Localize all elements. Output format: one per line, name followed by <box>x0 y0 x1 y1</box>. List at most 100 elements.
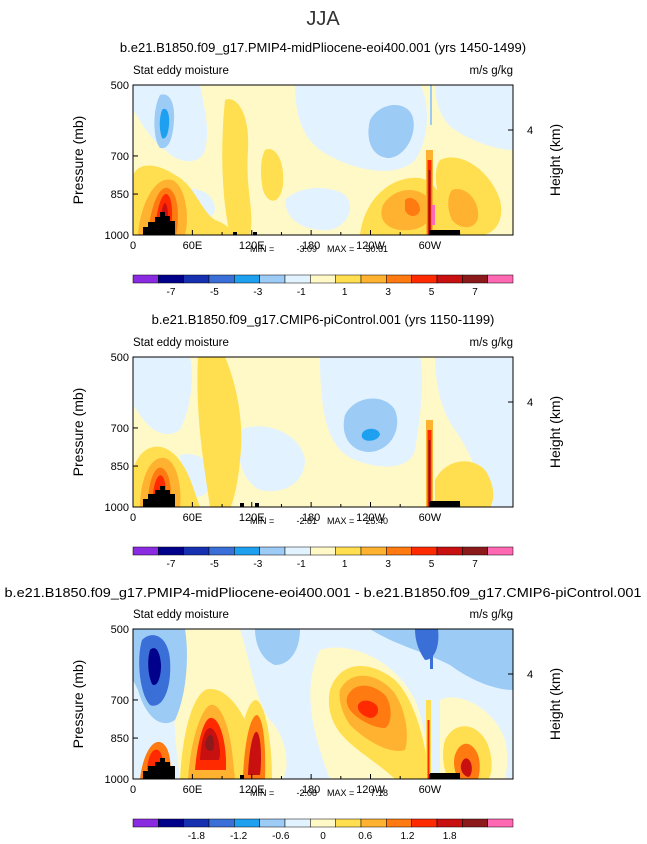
colorbar-box <box>487 818 514 828</box>
panel-1-frame <box>132 84 514 236</box>
y-tick-label: 700 <box>111 423 129 435</box>
colorbar-box <box>411 274 438 284</box>
panel-1-positive-region <box>405 198 420 216</box>
x-tick-label: 60W <box>419 784 442 796</box>
colorbar-box <box>335 274 362 284</box>
colorbar-box <box>436 274 463 284</box>
panel-1-negative-region <box>435 85 513 150</box>
panel-1-negative-region <box>368 104 414 158</box>
panel-2-positive-region <box>435 461 494 507</box>
colorbar-box <box>360 274 387 284</box>
panel-3-right-string: m/s g/kg <box>470 609 513 621</box>
y-right-tick-label: 4 <box>527 669 533 681</box>
panel-1-contour-field <box>133 85 513 235</box>
colorbar-box <box>284 818 311 828</box>
panel-2-contour-field <box>133 357 513 507</box>
panel-2-negative-region <box>435 357 513 507</box>
colorbar-box <box>208 274 235 284</box>
colorbar-box <box>234 274 260 284</box>
colorbar-box <box>360 546 387 556</box>
panel-2-frame <box>132 356 514 508</box>
panel-2-negative-region <box>343 398 398 452</box>
colorbar-box <box>158 274 184 284</box>
panel-2-max-label: MAX = <box>327 516 354 526</box>
x-tick-label: 180 <box>302 240 320 252</box>
panel-2-min-label: MIN = <box>250 516 274 526</box>
y-tick-label: 700 <box>111 151 129 163</box>
colorbar-label: -5 <box>210 559 219 570</box>
panel-1-min-value: -3.09 <box>296 244 317 254</box>
panel-3-ylabel: Pressure (mb) <box>70 660 86 749</box>
colorbar-box <box>284 546 311 556</box>
colorbar-box <box>284 274 311 284</box>
panel-3-negative-region <box>255 629 300 665</box>
panel-3-axes: 0 60E 120E 180 120W 60W 500 700 850 1000 4 <box>105 624 534 796</box>
colorbar-label: 7 <box>472 559 478 570</box>
colorbar-box <box>487 546 514 556</box>
colorbar-box <box>487 274 514 284</box>
colorbar-box <box>386 274 412 284</box>
panel-2-positive-region <box>197 357 242 507</box>
panel-2-negative-region <box>133 357 192 435</box>
colorbar-box <box>310 274 336 284</box>
panel-2-colorbar: -7 -5 -3 -1 1 3 5 7 <box>132 546 514 570</box>
panel-2-topography <box>240 503 244 507</box>
colorbar-box <box>436 818 463 828</box>
x-tick-label: 60W <box>419 240 442 252</box>
x-tick-label: 120E <box>239 512 265 524</box>
colorbar-label: -3 <box>253 287 262 298</box>
panel-3-topography <box>430 773 460 779</box>
y-tick-label: 1000 <box>105 774 129 786</box>
panel-3-title: b.e21.B1850.f09_g17.PMIP4-midPliocene-eo… <box>5 585 642 600</box>
colorbar-box <box>436 546 463 556</box>
panel-3-andes-streak <box>427 720 430 779</box>
colorbar-label: -1.8 <box>188 831 206 842</box>
panel-2-axes: 0 60E 120E 180 120W 60W 500 700 850 1000 4 <box>105 352 534 524</box>
panel-2: b.e21.B1850.f09_g17.CMIP6-piControl.001 … <box>70 312 563 570</box>
colorbar-box <box>259 274 286 284</box>
panel-1-positive-region <box>260 149 284 201</box>
panel-2-ylabel-right: Height (km) <box>547 396 563 468</box>
panel-3-min-label: MIN = <box>250 788 274 798</box>
panel-1-topography <box>143 212 175 235</box>
colorbar-label: 7 <box>472 287 478 298</box>
colorbar-box <box>386 546 412 556</box>
colorbar-label: 5 <box>429 287 435 298</box>
colorbar-box <box>183 274 210 284</box>
x-tick-label: 0 <box>130 240 136 252</box>
panel-1-max-label: MAX = <box>327 244 354 254</box>
x-tick-label: 120W <box>356 512 385 524</box>
panel-1-min-label: MIN = <box>250 244 274 254</box>
colorbar-box <box>335 818 362 828</box>
panel-1-right-string: m/s g/kg <box>470 65 513 77</box>
x-tick-label: 120E <box>239 784 265 796</box>
colorbar-label: 1.2 <box>400 831 414 842</box>
colorbar-label: -7 <box>167 559 176 570</box>
panel-3-left-string: Stat eddy moisture <box>133 609 229 621</box>
colorbar-box <box>462 818 488 828</box>
panel-1-andes-streak <box>432 205 435 225</box>
colorbar-box <box>208 818 235 828</box>
colorbar-label: 1 <box>342 287 348 298</box>
panel-3-topography <box>240 775 244 779</box>
colorbar-label: -1 <box>297 287 306 298</box>
panel-2-topography <box>430 501 460 507</box>
y-tick-label: 850 <box>111 733 129 745</box>
x-tick-label: 60E <box>183 240 203 252</box>
colorbar-box <box>259 546 286 556</box>
panel-1-left-string: Stat eddy moisture <box>133 65 229 77</box>
colorbar-box <box>183 818 210 828</box>
colorbar-label: -3 <box>253 559 262 570</box>
panel-2-title: b.e21.B1850.f09_g17.CMIP6-piControl.001 … <box>152 312 495 327</box>
panel-3-negative-region <box>148 648 161 686</box>
x-tick-label: 120W <box>356 784 385 796</box>
colorbar-box <box>234 546 260 556</box>
colorbar-box <box>234 818 260 828</box>
panel-3-positive-region <box>460 758 472 777</box>
x-tick-label: 120E <box>239 240 265 252</box>
panel-1-colorbar: -7 -5 -3 -1 1 3 5 7 <box>132 274 514 298</box>
panel-1-negative-region <box>159 108 170 139</box>
panel-3-topography <box>143 758 175 779</box>
colorbar-label: 1 <box>342 559 348 570</box>
panel-1-topography <box>253 232 257 235</box>
